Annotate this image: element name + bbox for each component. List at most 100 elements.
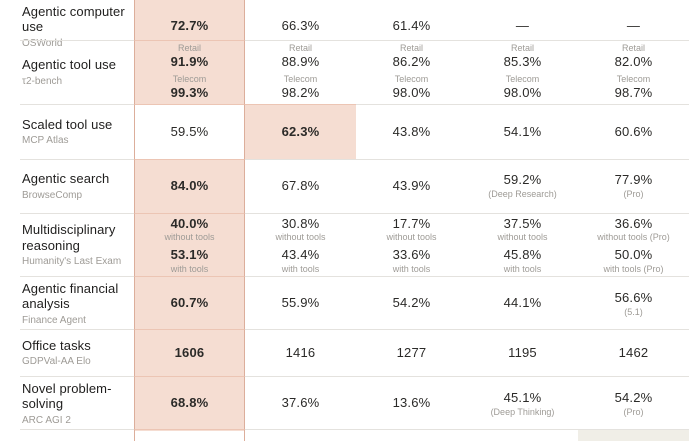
row-label-cell: Multidisciplinary reasoning Humanity's La… bbox=[20, 213, 134, 276]
score-value: 77.9% bbox=[614, 172, 653, 188]
score-entry: 37.6% bbox=[282, 394, 320, 414]
benchmark-name: τ2-bench bbox=[22, 75, 63, 87]
score-caption: (Pro) bbox=[623, 406, 644, 417]
score-cell: — bbox=[467, 0, 578, 54]
score-value: 30.8% bbox=[281, 215, 320, 231]
score-entry: — bbox=[627, 17, 640, 37]
score-caption: Retail bbox=[510, 42, 534, 53]
score-caption: (5.1) bbox=[624, 306, 643, 317]
row-label: Agentic tool use bbox=[22, 57, 117, 73]
score-value: 88.9% bbox=[281, 54, 320, 70]
benchmark-table: Agentic computer use OSWorld 72.7% 66.3% 61.… bbox=[20, 0, 689, 441]
score-cell: 61.4% bbox=[356, 0, 467, 54]
score-cell: 45.1% (Deep Thinking) bbox=[467, 376, 578, 431]
score-cell: 43.9% bbox=[356, 159, 467, 213]
score-value: 72.7% bbox=[170, 18, 209, 34]
score-caption: without tools bbox=[164, 232, 215, 243]
score-value: 45.1% bbox=[503, 389, 542, 405]
score-entry: 54.1% bbox=[504, 122, 542, 142]
score-entry: 72.7% bbox=[171, 17, 209, 37]
score-cell bbox=[245, 429, 356, 441]
score-caption: with tools bbox=[392, 263, 431, 274]
score-entry: 1606 bbox=[175, 343, 205, 363]
score-entry: Retail 91.9% bbox=[171, 41, 209, 72]
score-entry: Telecom 98.0% bbox=[393, 73, 431, 104]
score-value: 45.8% bbox=[503, 246, 542, 262]
score-cell: 17.7% without tools 33.6% with tools bbox=[356, 213, 467, 276]
score-value: 85.3% bbox=[503, 54, 542, 70]
score-value: 98.2% bbox=[281, 85, 320, 101]
score-cell: Retail 88.9% Telecom 98.2% bbox=[245, 40, 356, 104]
score-value: 98.7% bbox=[614, 85, 653, 101]
score-entry: 54.2% (Pro) bbox=[615, 388, 653, 419]
score-value: — bbox=[515, 18, 530, 34]
score-entry: Retail 88.9% bbox=[282, 41, 320, 72]
score-value: 59.2% bbox=[503, 172, 542, 188]
score-entry: Retail 86.2% bbox=[393, 41, 431, 72]
benchmark-name: Finance Agent bbox=[22, 314, 86, 326]
score-entry: 59.2% (Deep Research) bbox=[488, 171, 557, 202]
score-entry: 56.6% (5.1) bbox=[615, 288, 653, 319]
score-cell: 62.3% bbox=[245, 104, 356, 159]
score-value: 37.6% bbox=[281, 395, 320, 411]
benchmark-name: ARC AGI 2 bbox=[22, 414, 71, 426]
benchmark-name: Humanity's Last Exam bbox=[22, 255, 122, 267]
score-value: 1462 bbox=[618, 344, 649, 360]
score-entry: 53.1% with tools bbox=[171, 245, 209, 276]
score-entry: 1462 bbox=[619, 343, 649, 363]
score-caption: (Deep Thinking) bbox=[490, 406, 555, 417]
score-cell: 54.1% bbox=[467, 104, 578, 159]
score-value: 40.0% bbox=[170, 215, 209, 231]
row-label: Agentic search bbox=[22, 171, 110, 187]
score-entry: Telecom 98.7% bbox=[615, 73, 653, 104]
score-cell: Retail 85.3% Telecom 98.0% bbox=[467, 40, 578, 104]
score-value: 17.7% bbox=[392, 215, 431, 231]
score-cell: 66.3% bbox=[245, 0, 356, 54]
score-cell: 54.2% (Pro) bbox=[578, 376, 689, 431]
score-caption: Telecom bbox=[172, 74, 207, 84]
score-entry: Telecom 98.0% bbox=[504, 73, 542, 104]
score-value: 68.8% bbox=[170, 395, 209, 411]
score-caption: without tools bbox=[497, 232, 548, 243]
score-cell: Retail 86.2% Telecom 98.0% bbox=[356, 40, 467, 104]
row-label-cell bbox=[20, 429, 134, 441]
score-value: 54.1% bbox=[503, 123, 542, 139]
score-value: 82.0% bbox=[614, 54, 653, 70]
score-cell: 54.2% bbox=[356, 276, 467, 331]
score-cell: 59.5% bbox=[134, 104, 245, 159]
score-caption: Retail bbox=[288, 42, 312, 53]
row-label-cell: Scaled tool use MCP Atlas bbox=[20, 104, 134, 159]
score-caption: Telecom bbox=[394, 74, 429, 84]
score-entry: 66.3% bbox=[282, 17, 320, 37]
score-cell: 60.6% bbox=[578, 104, 689, 159]
score-entry: 44.1% bbox=[504, 294, 542, 314]
score-entry: 60.7% bbox=[171, 294, 209, 314]
row-label-cell: Office tasks GDPVal-AA Elo bbox=[20, 329, 134, 376]
score-entry: 55.9% bbox=[282, 294, 320, 314]
score-value: 62.3% bbox=[281, 123, 320, 139]
table-row: Office tasks GDPVal-AA Elo 1606 1416 1277 119… bbox=[20, 329, 689, 376]
score-value: 98.0% bbox=[503, 85, 542, 101]
row-label: Multidisciplinary reasoning bbox=[22, 222, 116, 253]
score-entry: Telecom 99.3% bbox=[171, 73, 209, 104]
score-entry: 1416 bbox=[286, 343, 316, 363]
score-value: 98.0% bbox=[392, 85, 431, 101]
score-entry: 1195 bbox=[508, 343, 537, 363]
score-value: 1416 bbox=[285, 344, 316, 360]
score-cell: 56.6% (5.1) bbox=[578, 276, 689, 331]
score-cell: 1462 bbox=[578, 329, 689, 376]
score-entry: 61.4% bbox=[393, 17, 431, 37]
score-value: 56.6% bbox=[614, 289, 653, 305]
score-entry: 68.8% bbox=[171, 394, 209, 414]
score-value: 60.6% bbox=[614, 123, 653, 139]
score-value: 1195 bbox=[508, 344, 537, 360]
score-caption: Retail bbox=[621, 42, 645, 53]
score-value: 44.1% bbox=[503, 295, 542, 311]
score-cell: 37.6% bbox=[245, 376, 356, 431]
score-cell: 68.8% bbox=[134, 376, 245, 431]
benchmark-name: OSWorld bbox=[22, 37, 63, 49]
score-cell: 67.8% bbox=[245, 159, 356, 213]
score-entry: 50.0% with tools (Pro) bbox=[603, 245, 663, 276]
row-label-cell: Novel problem-solving ARC AGI 2 bbox=[20, 376, 134, 431]
score-value: 43.4% bbox=[281, 246, 320, 262]
